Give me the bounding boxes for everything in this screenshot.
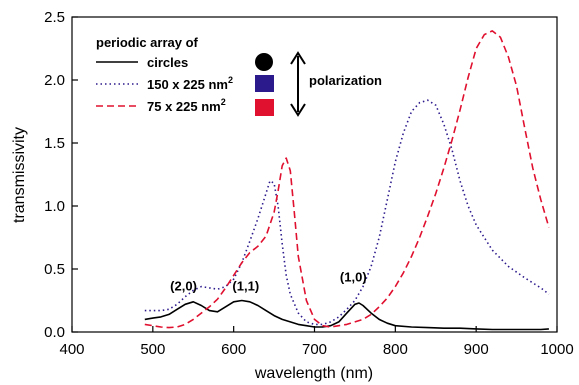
y-tick-label: 1.0 [44,198,65,215]
annotations: (2,0) (1,1) (1,0) [170,270,366,294]
legend: periodic array of circles 150 x 225 nm2 … [96,35,382,117]
y-tick-label: 1.5 [44,135,65,152]
circle-swatch-icon [255,53,273,71]
square-swatch-red-icon [255,99,274,116]
mode-annotation: (1,1) [232,278,259,293]
legend-label-75x225: 75 x 225 nm2 [147,97,226,114]
y-tick-label: 2.0 [44,72,65,89]
x-tick-label: 400 [59,341,84,358]
series-line-0 [144,299,549,331]
y-tick-label: 0.5 [44,261,65,278]
double-arrow-icon [290,51,306,117]
plot-frame [71,16,558,333]
series-line-2 [144,30,550,329]
legend-label-150x225: 150 x 225 nm2 [147,75,233,92]
x-tick-label: 700 [302,341,327,358]
x-axis-ticks: 400 500 600 700 800 900 1000 [59,326,574,358]
x-tick-label: 900 [464,341,489,358]
legend-label-circles: circles [147,55,188,70]
x-tick-label: 500 [140,341,165,358]
y-axis-label: transmissivity [11,127,28,223]
y-tick-label: 2.5 [44,9,65,26]
x-tick-label: 800 [383,341,408,358]
y-axis-ticks: 0.0 0.5 1.0 1.5 2.0 2.5 [44,9,78,341]
mode-annotation: (1,0) [340,270,367,285]
mode-annotation: (2,0) [170,278,197,293]
legend-heading: periodic array of [96,35,199,50]
x-axis-label: wavelength (nm) [254,365,373,382]
series-line-1 [144,99,550,326]
x-tick-label: 1000 [540,341,573,358]
x-tick-label: 600 [221,341,246,358]
series-layer [144,30,550,331]
square-swatch-purple-icon [255,75,274,92]
y-tick-label: 0.0 [44,324,65,341]
polarization-label: polarization [309,73,382,88]
